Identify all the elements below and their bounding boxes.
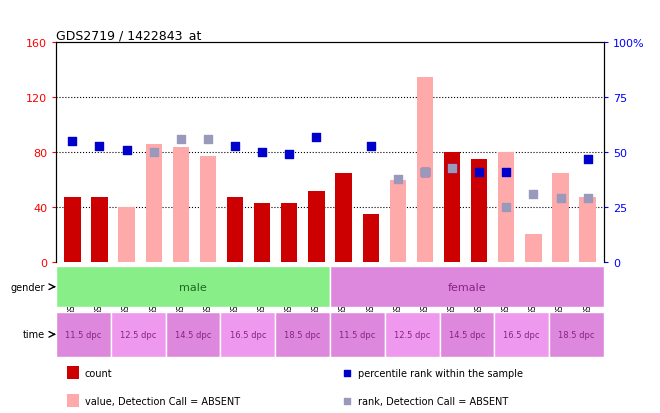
Text: rank, Detection Call = ABSENT: rank, Detection Call = ABSENT xyxy=(358,396,509,406)
Bar xyxy=(254,204,271,262)
Bar xyxy=(56,312,111,357)
Point xyxy=(366,143,376,150)
Text: 18.5 dpc: 18.5 dpc xyxy=(558,330,595,339)
Bar xyxy=(91,198,108,262)
Point xyxy=(67,138,78,145)
Point xyxy=(311,134,321,141)
Point xyxy=(203,136,213,143)
Bar xyxy=(119,207,135,262)
Text: count: count xyxy=(84,368,112,378)
Point xyxy=(94,143,105,150)
Point xyxy=(230,143,240,150)
Point xyxy=(284,152,294,158)
Bar xyxy=(416,78,433,262)
Bar xyxy=(471,160,487,262)
Point xyxy=(501,169,512,176)
Bar xyxy=(389,180,406,262)
Bar xyxy=(173,147,189,262)
Bar xyxy=(67,394,79,407)
Bar xyxy=(146,145,162,262)
Bar xyxy=(281,204,298,262)
Text: 16.5 dpc: 16.5 dpc xyxy=(230,330,266,339)
Point xyxy=(528,191,539,198)
Point xyxy=(447,165,457,171)
Text: GDS2719 / 1422843_at: GDS2719 / 1422843_at xyxy=(56,29,201,42)
Point xyxy=(393,176,403,183)
Point xyxy=(582,156,593,163)
Point xyxy=(555,195,566,202)
Text: percentile rank within the sample: percentile rank within the sample xyxy=(358,368,523,378)
Bar xyxy=(64,198,81,262)
Bar xyxy=(67,366,79,380)
Bar xyxy=(275,312,330,357)
Text: female: female xyxy=(447,282,486,292)
Bar xyxy=(330,312,385,357)
Bar xyxy=(200,157,216,262)
Point xyxy=(582,195,593,202)
Point xyxy=(342,370,352,376)
Text: male: male xyxy=(179,282,207,292)
Text: time: time xyxy=(23,330,45,339)
Text: gender: gender xyxy=(11,282,45,292)
Bar xyxy=(335,173,352,262)
Text: 16.5 dpc: 16.5 dpc xyxy=(504,330,540,339)
Point xyxy=(501,204,512,211)
Point xyxy=(257,150,267,156)
Bar xyxy=(494,312,549,357)
Point xyxy=(447,165,457,171)
Text: 11.5 dpc: 11.5 dpc xyxy=(339,330,376,339)
Bar xyxy=(111,312,166,357)
Point xyxy=(420,169,430,176)
Point xyxy=(176,136,186,143)
Bar xyxy=(440,312,494,357)
Text: 12.5 dpc: 12.5 dpc xyxy=(120,330,156,339)
Text: 14.5 dpc: 14.5 dpc xyxy=(449,330,485,339)
Text: 18.5 dpc: 18.5 dpc xyxy=(284,330,321,339)
Bar xyxy=(362,214,379,262)
Bar xyxy=(444,153,460,262)
Point xyxy=(121,147,132,154)
Point xyxy=(148,150,159,156)
Bar xyxy=(330,266,604,308)
Bar xyxy=(498,153,514,262)
Text: 11.5 dpc: 11.5 dpc xyxy=(65,330,102,339)
Text: 14.5 dpc: 14.5 dpc xyxy=(175,330,211,339)
Bar xyxy=(166,312,220,357)
Bar xyxy=(56,266,330,308)
Bar xyxy=(525,235,541,262)
Point xyxy=(474,169,484,176)
Point xyxy=(342,397,352,404)
Bar xyxy=(579,198,596,262)
Bar xyxy=(220,312,275,357)
Bar xyxy=(385,312,440,357)
Bar xyxy=(552,173,569,262)
Bar xyxy=(227,198,244,262)
Bar xyxy=(308,191,325,262)
Point xyxy=(420,169,430,176)
Text: 12.5 dpc: 12.5 dpc xyxy=(394,330,430,339)
Text: value, Detection Call = ABSENT: value, Detection Call = ABSENT xyxy=(84,396,240,406)
Bar xyxy=(549,312,604,357)
